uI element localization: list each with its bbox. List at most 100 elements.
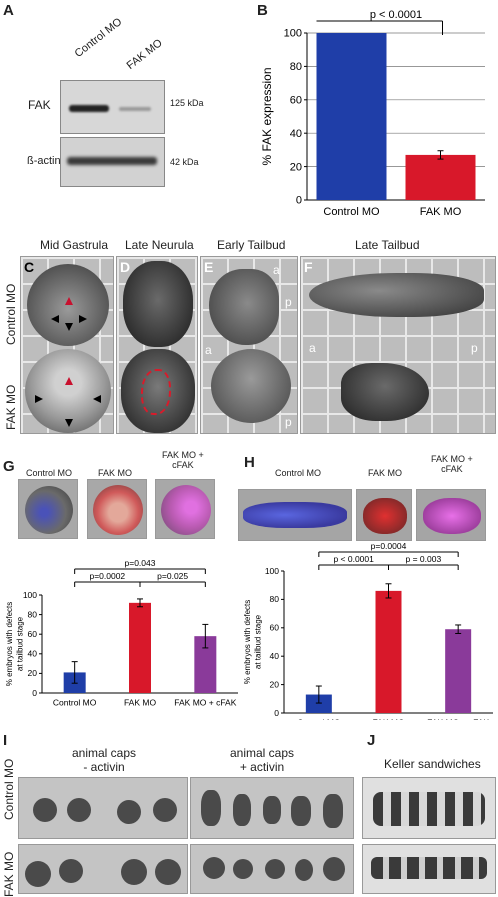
i-row-label-control: Control MO bbox=[2, 758, 16, 820]
y-tick-label: 0 bbox=[32, 688, 37, 698]
bar-2 bbox=[445, 629, 472, 713]
stage-late-tailbud: Late Tailbud bbox=[355, 238, 420, 252]
g-label-fak: FAK MO bbox=[98, 468, 133, 478]
animal-cap bbox=[121, 859, 147, 885]
arrowhead-icon bbox=[79, 315, 87, 323]
panel-label-e: E bbox=[204, 259, 214, 275]
embryo-c-control bbox=[27, 264, 109, 346]
bar-2 bbox=[194, 636, 217, 693]
header-animal-caps-minus: animal caps - activin bbox=[72, 746, 137, 774]
x-tick-label: Control MO bbox=[53, 698, 97, 708]
kda-125: 125 kDa bbox=[170, 98, 204, 108]
row-label-control: Control MO bbox=[4, 283, 18, 345]
x-tick-label: Control MO bbox=[297, 718, 341, 721]
x-tick-label: FAK MO + cFAK bbox=[427, 718, 489, 721]
h-label-control: Control MO bbox=[275, 468, 322, 478]
animal-cap bbox=[233, 794, 251, 826]
x-tick-label: Control MO bbox=[323, 206, 380, 218]
keller-sandwich bbox=[373, 792, 485, 826]
y-tick-label: 40 bbox=[270, 651, 280, 661]
red-arrowhead-icon bbox=[65, 377, 73, 385]
animal-cap bbox=[67, 798, 91, 822]
significance-label: p < 0.0001 bbox=[333, 554, 374, 564]
animal-cap bbox=[25, 861, 51, 887]
y-tick-label: 100 bbox=[23, 590, 37, 600]
y-axis-label: at tailbud stage bbox=[16, 616, 25, 671]
y-axis-label: % embryos with defects bbox=[5, 602, 14, 686]
bar-1 bbox=[375, 590, 402, 713]
embryo-f-control bbox=[309, 273, 484, 317]
animal-cap bbox=[233, 859, 253, 879]
embryo-e-control bbox=[209, 269, 279, 345]
x-tick-label: FAK MO bbox=[372, 718, 405, 721]
arrowhead-icon bbox=[65, 323, 73, 331]
blot-fak bbox=[60, 80, 165, 134]
embryo-h-rescue bbox=[423, 498, 481, 534]
h-label-fak: FAK MO bbox=[368, 468, 403, 478]
orient-a: a bbox=[205, 343, 212, 357]
stage-late-neurula: Late Neurula bbox=[125, 238, 194, 252]
panel-label-h: H bbox=[244, 454, 255, 471]
panel-label-c: C bbox=[24, 259, 35, 275]
orient-p: p bbox=[285, 415, 292, 429]
bar-1 bbox=[405, 154, 476, 200]
animal-cap bbox=[117, 800, 141, 824]
y-tick-label: 20 bbox=[270, 679, 280, 689]
y-tick-label: 100 bbox=[284, 28, 302, 40]
animal-cap bbox=[265, 859, 285, 879]
y-tick-label: 20 bbox=[28, 668, 38, 678]
y-tick-label: 40 bbox=[28, 649, 38, 659]
y-tick-label: 100 bbox=[265, 566, 279, 576]
keller-sandwich bbox=[371, 857, 487, 879]
arrowhead-icon bbox=[65, 419, 73, 427]
significance-label: p = 0.003 bbox=[405, 554, 441, 564]
significance-label: p < 0.0001 bbox=[370, 9, 422, 21]
header-animal-caps-plus: animal caps + activin bbox=[230, 746, 295, 774]
orient-p: p bbox=[471, 341, 478, 355]
embryo-e-fak bbox=[211, 349, 291, 423]
chart-h: 0 20 40 60 80 100 Control MO FAK MO FAK MO + cFA… bbox=[243, 541, 493, 721]
embryo-d-control bbox=[123, 261, 193, 347]
animal-cap bbox=[295, 859, 313, 881]
animal-cap bbox=[323, 857, 345, 881]
animal-cap bbox=[323, 794, 343, 828]
photo-h-control bbox=[238, 489, 352, 541]
y-tick-label: 80 bbox=[270, 594, 280, 604]
embryo-f-fak bbox=[341, 363, 429, 421]
panel-label-j: J bbox=[367, 732, 376, 749]
significance-label: p=0.0002 bbox=[89, 571, 125, 581]
y-axis-label: % FAK expression bbox=[260, 67, 274, 165]
photo-i-minus-control bbox=[18, 777, 188, 839]
orient-a: a bbox=[309, 341, 316, 355]
photo-g-fak bbox=[87, 479, 147, 539]
photo-i-plus-fak bbox=[190, 844, 354, 894]
panel-label-b: B bbox=[257, 2, 268, 19]
blot-band-control bbox=[69, 105, 109, 112]
embryo-h-control bbox=[243, 502, 347, 528]
blot-band-actin bbox=[67, 157, 157, 165]
chart-b: 0 20 40 60 80 100 Control MO FAK MO % FAK expres… bbox=[260, 9, 485, 218]
g-label-control: Control MO bbox=[26, 468, 73, 478]
animal-cap bbox=[59, 859, 83, 883]
y-axis-label: at tailbud stage bbox=[254, 614, 263, 669]
orient-p: p bbox=[285, 295, 292, 309]
photo-g-rescue bbox=[155, 479, 215, 539]
stage-mid-gastrula: Mid Gastrula bbox=[40, 238, 109, 252]
y-tick-label: 80 bbox=[290, 61, 302, 73]
arrowhead-icon bbox=[93, 395, 101, 403]
red-arrowhead-icon bbox=[65, 297, 73, 305]
embryo-g-control bbox=[25, 486, 73, 534]
y-tick-label: 0 bbox=[274, 708, 279, 718]
y-tick-label: 0 bbox=[296, 195, 302, 207]
animal-cap bbox=[291, 796, 311, 826]
panel-label-g: G bbox=[3, 458, 15, 475]
kda-42: 42 kDa bbox=[170, 157, 199, 167]
y-tick-label: 60 bbox=[290, 94, 302, 106]
lane-label-control: Control MO bbox=[72, 15, 125, 60]
animal-cap bbox=[263, 796, 281, 824]
row-label-fak: FAK MO bbox=[4, 384, 18, 430]
photo-j-fak bbox=[362, 844, 496, 894]
x-tick-label: FAK MO + cFAK bbox=[174, 698, 236, 708]
animal-cap bbox=[203, 857, 225, 879]
h-label-rescue: FAK MO + cFAK bbox=[431, 454, 473, 474]
